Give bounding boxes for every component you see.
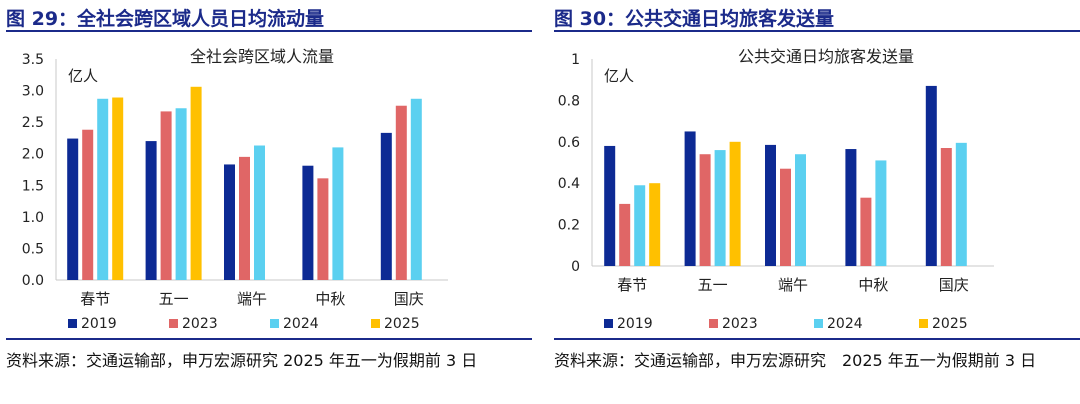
legend-label: 2024 (827, 316, 863, 332)
figure-title: 图 29：全社会跨区域人员日均流动量 (6, 8, 325, 30)
bar-2024 (634, 185, 646, 266)
bar-2025 (112, 97, 124, 280)
bar-2024 (875, 160, 887, 266)
legend-label: 2024 (283, 316, 319, 332)
bar-2023 (860, 197, 872, 266)
bar-2023 (940, 148, 952, 266)
legend-swatch-2023 (169, 319, 178, 328)
source-note: 资料来源：交通运输部，申万宏源研究 2025 年五一为假期前 3 日 (6, 351, 478, 370)
legend-label: 2025 (384, 316, 420, 332)
legend-swatch-2019 (604, 319, 613, 328)
y-tick-label: 0.8 (558, 93, 580, 109)
title-rule (554, 30, 1080, 32)
bar-2019 (224, 164, 235, 280)
chart-title: 公共交通日均旅客发送量 (738, 47, 914, 66)
source-rule (6, 338, 532, 340)
y-tick-label: 0 (571, 259, 580, 275)
bar-2024 (254, 145, 265, 280)
source-rule (554, 338, 1080, 340)
bar-2019 (380, 132, 392, 280)
legend-swatch-2024 (814, 319, 823, 328)
chart-panel-right: 图 30：公共交通日均旅客发送量 公共交通日均旅客发送量亿人 0 0.2 0.4 0.6… (548, 0, 1080, 404)
legend-swatch-2019 (68, 319, 77, 328)
x-tick-label: 春节 (80, 290, 110, 308)
x-tick-label: 端午 (237, 290, 267, 308)
bar-2025 (190, 86, 202, 280)
legend-swatch-2025 (371, 319, 380, 328)
legend-label: 2019 (81, 316, 117, 332)
y-tick-label: 1.5 (22, 178, 44, 194)
bar-2023 (395, 105, 407, 281)
bar-2024 (97, 98, 109, 280)
bar-2023 (160, 111, 172, 280)
y-tick-label: 0.6 (558, 135, 580, 151)
x-tick-label: 中秋 (315, 290, 345, 308)
figure-title: 图 30：公共交通日均旅客发送量 (554, 8, 835, 30)
x-tick-label: 五一 (159, 290, 189, 308)
unit-label: 亿人 (68, 67, 98, 85)
bar-2019 (67, 138, 79, 280)
bar-2024 (332, 147, 344, 280)
y-tick-label: 2.0 (22, 147, 44, 163)
legend-label: 2019 (617, 316, 653, 332)
bar-2019 (845, 149, 857, 266)
bar-2023 (780, 168, 791, 266)
y-tick-label: 0.2 (558, 218, 580, 234)
y-tick-label: 3.5 (22, 52, 44, 68)
bar-2019 (925, 85, 937, 266)
unit-label: 亿人 (604, 67, 634, 85)
chart-title: 全社会跨区域人流量 (190, 47, 334, 66)
y-tick-label: 1 (571, 52, 580, 68)
bar-2024 (795, 154, 806, 266)
bar-2024 (955, 142, 967, 266)
bar-2023 (317, 178, 329, 280)
y-tick-label: 0.5 (22, 241, 44, 257)
legend-label: 2025 (932, 316, 968, 332)
bar-2023 (82, 129, 94, 280)
x-tick-label: 国庆 (394, 290, 424, 308)
y-tick-label: 0.0 (22, 273, 44, 289)
source-note: 资料来源：交通运输部，申万宏源研究 2025 年五一为假期前 3 日 (554, 351, 1037, 370)
x-tick-label: 中秋 (858, 276, 888, 294)
bar-2024 (410, 98, 422, 280)
bar-2019 (604, 145, 616, 266)
legend-swatch-2024 (270, 319, 279, 328)
bar-2023 (239, 156, 250, 280)
bar-2019 (145, 141, 157, 280)
title-rule (6, 30, 532, 32)
y-tick-label: 3.0 (22, 84, 44, 100)
x-tick-label: 国庆 (939, 276, 969, 294)
legend-label: 2023 (722, 316, 758, 332)
legend-swatch-2023 (709, 319, 718, 328)
bar-2023 (619, 203, 631, 266)
x-tick-label: 春节 (617, 276, 647, 294)
bar-2019 (684, 131, 696, 266)
chart-panel-left: 图 29：全社会跨区域人员日均流动量 全社会跨区域人流量亿人 0.0 0.5 1.0 1… (0, 0, 532, 404)
bar-2025 (729, 141, 741, 266)
x-tick-label: 五一 (698, 276, 728, 294)
bar-2025 (649, 183, 661, 266)
y-tick-label: 2.5 (22, 115, 44, 131)
x-tick-label: 端午 (778, 276, 808, 294)
legend-label: 2023 (182, 316, 218, 332)
bar-2019 (302, 165, 314, 280)
bar-2023 (699, 154, 711, 266)
y-tick-label: 1.0 (22, 210, 44, 226)
y-tick-label: 0.4 (558, 176, 580, 192)
bar-2024 (175, 108, 187, 280)
bar-2019 (765, 144, 776, 266)
bar-2024 (714, 150, 726, 266)
legend-swatch-2025 (919, 319, 928, 328)
